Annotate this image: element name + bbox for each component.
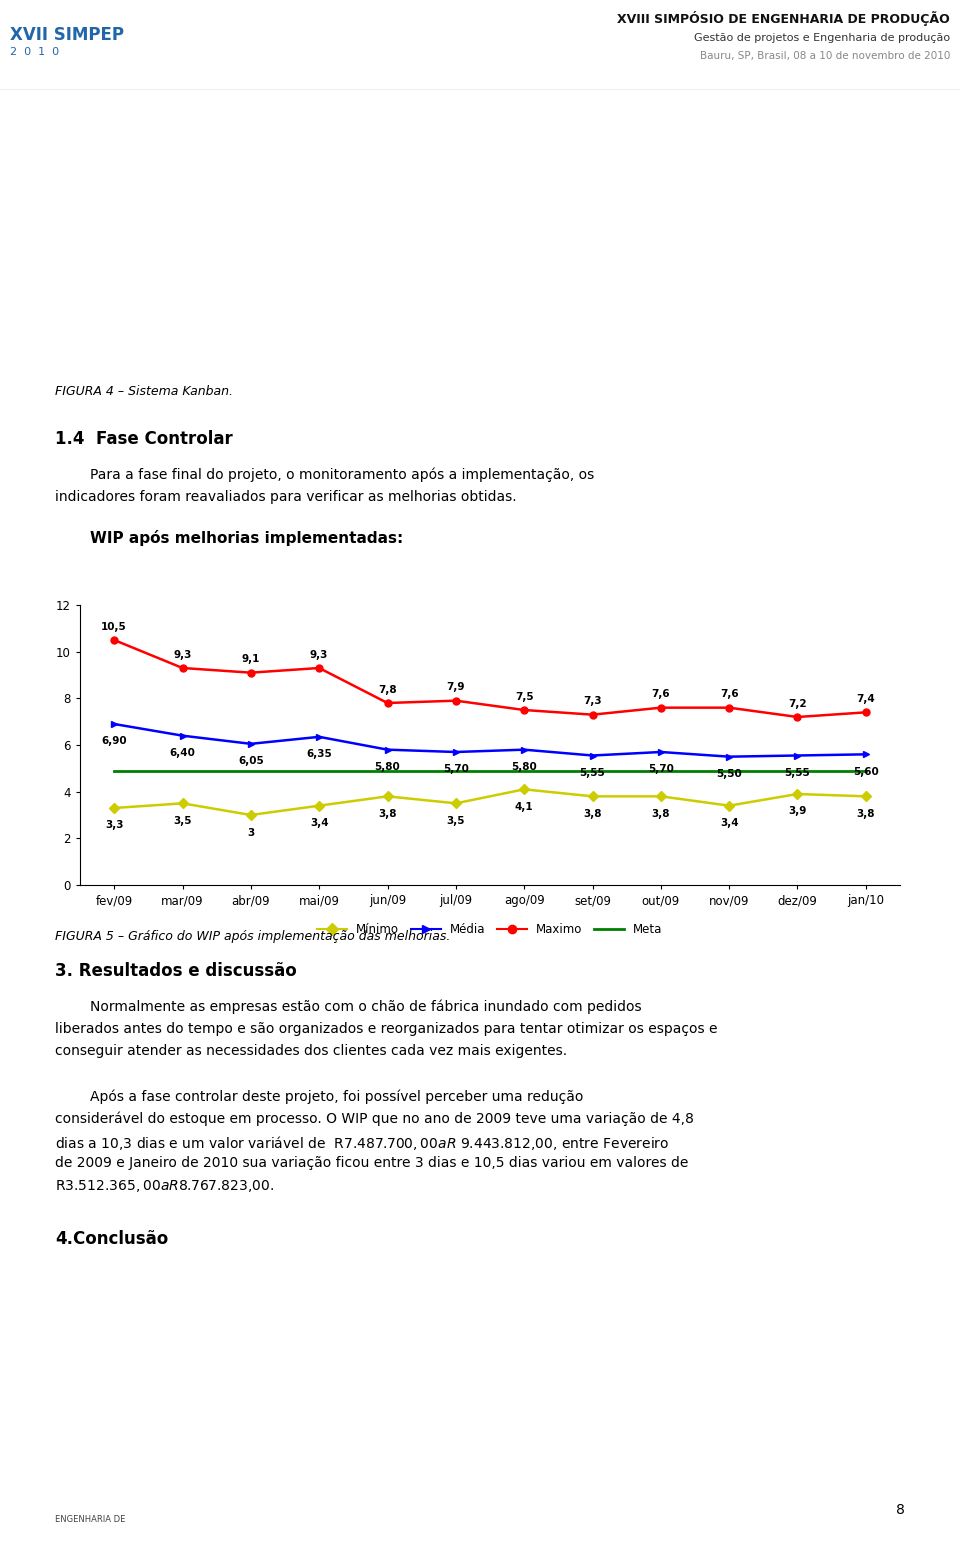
Legend: Mínimo, Média, Maximo, Meta: Mínimo, Média, Maximo, Meta	[313, 919, 667, 941]
Text: 9,1: 9,1	[242, 654, 260, 664]
Text: 6,90: 6,90	[102, 736, 127, 747]
Text: Normalmente as empresas estão com o chão de fábrica inundado com pedidos: Normalmente as empresas estão com o chão…	[55, 999, 641, 1015]
Text: 10,5: 10,5	[102, 622, 127, 631]
Text: 8: 8	[896, 1504, 905, 1518]
Text: 3. Resultados e discussão: 3. Resultados e discussão	[55, 962, 297, 979]
Text: 4,1: 4,1	[515, 801, 534, 812]
Text: 7,6: 7,6	[720, 690, 738, 699]
Text: 4.Conclusão: 4.Conclusão	[55, 1230, 168, 1248]
Text: 5,70: 5,70	[648, 764, 674, 775]
Text: 7,2: 7,2	[788, 699, 806, 709]
Text: Gestão de projetos e Engenharia de produção: Gestão de projetos e Engenharia de produ…	[694, 32, 950, 43]
Text: Após a fase controlar deste projeto, foi possível perceber uma redução: Após a fase controlar deste projeto, foi…	[55, 1091, 584, 1105]
Text: 3,8: 3,8	[584, 809, 602, 818]
Text: 9,3: 9,3	[174, 650, 192, 659]
Text: 3,8: 3,8	[652, 809, 670, 818]
Text: Bauru, SP, Brasil, 08 a 10 de novembro de 2010: Bauru, SP, Brasil, 08 a 10 de novembro d…	[700, 51, 950, 60]
Text: XVIII SIMPÓSIO DE ENGENHARIA DE PRODUÇÃO: XVIII SIMPÓSIO DE ENGENHARIA DE PRODUÇÃO	[617, 11, 950, 25]
Text: considerável do estoque em processo. O WIP que no ano de 2009 teve uma variação : considerável do estoque em processo. O W…	[55, 1112, 694, 1126]
Text: 5,60: 5,60	[852, 767, 878, 777]
Text: 5,80: 5,80	[512, 763, 537, 772]
Text: 7,3: 7,3	[583, 696, 602, 707]
Text: 7,4: 7,4	[856, 695, 876, 704]
Text: liberados antes do tempo e são organizados e reorganizados para tentar otimizar : liberados antes do tempo e são organizad…	[55, 1023, 717, 1036]
Text: 6,40: 6,40	[170, 749, 196, 758]
Text: de 2009 e Janeiro de 2010 sua variação ficou entre 3 dias e 10,5 dias variou em : de 2009 e Janeiro de 2010 sua variação f…	[55, 1156, 688, 1170]
Text: 7,9: 7,9	[446, 682, 465, 693]
Text: 3: 3	[248, 828, 254, 837]
Text: 5,70: 5,70	[443, 764, 468, 775]
Text: 3,8: 3,8	[856, 809, 876, 818]
Text: dias a 10,3 dias e um valor variável de  R$ 7.487.700,00 a R$ 9.443.812,00, entr: dias a 10,3 dias e um valor variável de …	[55, 1134, 669, 1153]
Text: ENGENHARIA DE: ENGENHARIA DE	[55, 1516, 126, 1524]
Text: indicadores foram reavaliados para verificar as melhorias obtidas.: indicadores foram reavaliados para verif…	[55, 490, 516, 504]
Text: 5,50: 5,50	[716, 769, 742, 780]
Text: WIP após melhorias implementadas:: WIP após melhorias implementadas:	[90, 531, 403, 546]
Text: 5,80: 5,80	[374, 763, 400, 772]
Text: FIGURA 5 – Gráfico do WIP após implementação das melhorias.: FIGURA 5 – Gráfico do WIP após implement…	[55, 930, 450, 944]
Text: 3,8: 3,8	[378, 809, 396, 818]
Text: 2  0  1  0: 2 0 1 0	[10, 46, 60, 57]
Text: 7,6: 7,6	[652, 690, 670, 699]
Text: R$3.512.365,00 a  R$8.767.823,00.: R$3.512.365,00 a R$8.767.823,00.	[55, 1177, 275, 1194]
Text: conseguir atender as necessidades dos clientes cada vez mais exigentes.: conseguir atender as necessidades dos cl…	[55, 1044, 567, 1058]
Text: XVII SIMPEP: XVII SIMPEP	[10, 26, 124, 43]
Text: 3,4: 3,4	[310, 818, 328, 828]
Text: 3,3: 3,3	[105, 820, 124, 831]
Text: 9,3: 9,3	[310, 650, 328, 659]
Text: Para a fase final do projeto, o monitoramento após a implementação, os: Para a fase final do projeto, o monitora…	[55, 469, 594, 483]
Text: 3,5: 3,5	[446, 815, 465, 826]
Text: 1.4  Fase Controlar: 1.4 Fase Controlar	[55, 430, 232, 449]
Text: 7,8: 7,8	[378, 685, 396, 695]
Text: 5,55: 5,55	[784, 767, 810, 778]
Text: 7,5: 7,5	[515, 692, 534, 702]
Text: 6,35: 6,35	[306, 749, 332, 760]
Text: 5,55: 5,55	[580, 767, 606, 778]
Text: 3,4: 3,4	[720, 818, 738, 828]
Text: FIGURA 4 – Sistema Kanban.: FIGURA 4 – Sistema Kanban.	[55, 385, 233, 398]
Text: 3,5: 3,5	[173, 815, 192, 826]
Text: 3,9: 3,9	[788, 806, 806, 817]
Text: 6,05: 6,05	[238, 756, 264, 766]
